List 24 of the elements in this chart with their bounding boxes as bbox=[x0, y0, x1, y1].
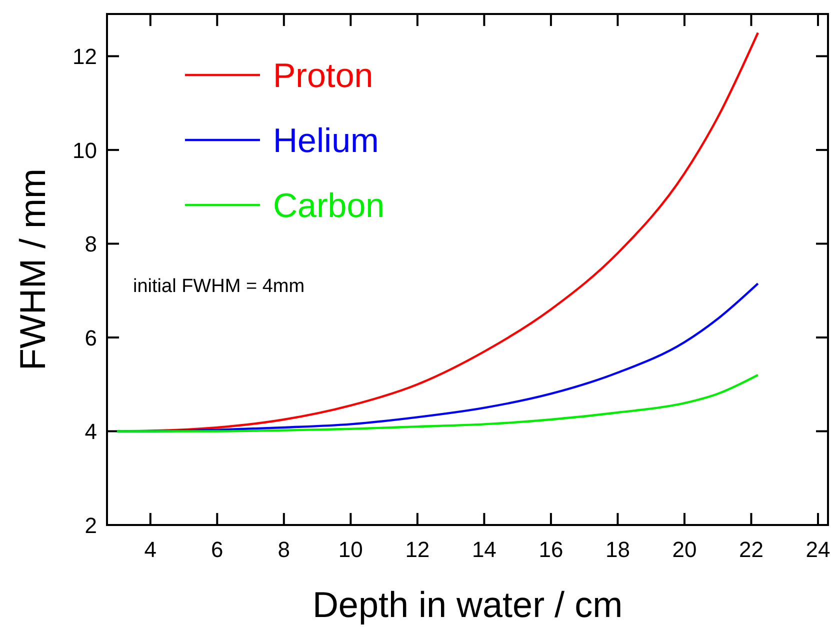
line-series bbox=[116, 374, 760, 432]
legend-label: Carbon bbox=[273, 187, 385, 225]
y-tick-label: 10 bbox=[72, 138, 97, 163]
y-tick-label: 6 bbox=[84, 325, 97, 350]
x-tick-label: 22 bbox=[738, 537, 764, 562]
x-tick-label: 24 bbox=[806, 537, 830, 562]
y-tick-label: 2 bbox=[84, 513, 97, 538]
y-tick-label: 8 bbox=[84, 232, 97, 257]
x-tick-label: 18 bbox=[605, 537, 630, 562]
x-tick-label: 6 bbox=[211, 537, 224, 562]
x-tick-label: 12 bbox=[405, 537, 430, 562]
legend-label: Proton bbox=[273, 57, 374, 95]
legend-label: Helium bbox=[273, 122, 379, 160]
x-tick-label: 10 bbox=[338, 537, 363, 562]
x-tick-label: 8 bbox=[278, 537, 290, 562]
y-tick-label: 12 bbox=[72, 44, 97, 70]
x-axis-title: Depth in water / cm bbox=[312, 584, 623, 625]
y-axis-title: FWHM / mm bbox=[12, 168, 53, 370]
x-tick-label: 14 bbox=[472, 537, 496, 562]
x-tick-label: 4 bbox=[144, 537, 157, 562]
x-tick-label: 16 bbox=[538, 537, 564, 562]
annotation: initial FWHM = 4mm bbox=[133, 276, 305, 297]
x-tick-label: 20 bbox=[672, 537, 697, 562]
y-tick-label: 4 bbox=[84, 419, 97, 444]
